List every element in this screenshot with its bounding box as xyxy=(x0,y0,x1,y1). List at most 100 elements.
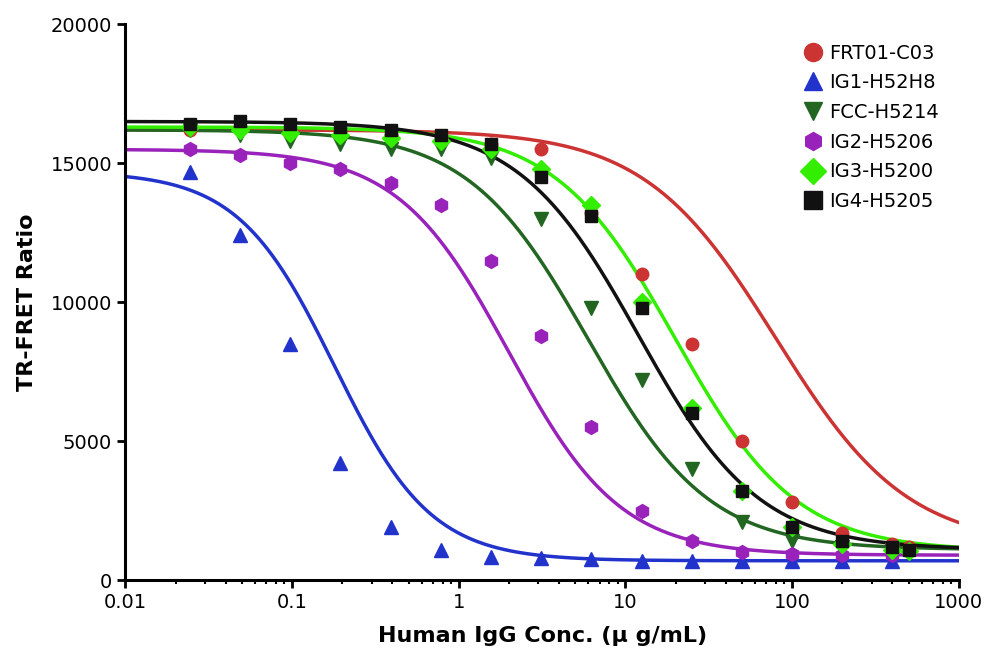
Line: IG2-H5206: IG2-H5206 xyxy=(183,143,899,562)
FRT01-C03 xyxy=(686,340,698,348)
FCC-H5214 xyxy=(836,543,848,551)
X-axis label: Human IgG Conc. (μ g/mL): Human IgG Conc. (μ g/mL) xyxy=(378,627,707,646)
FCC-H5214 xyxy=(385,145,397,153)
IG4-H5205 xyxy=(736,487,748,495)
FRT01-C03 xyxy=(585,210,597,217)
FRT01-C03 xyxy=(535,145,547,153)
IG2-H5206 xyxy=(385,178,397,186)
IG1-H52H8 xyxy=(836,557,848,565)
IG3-H5200 xyxy=(234,126,246,134)
IG1-H52H8 xyxy=(535,554,547,562)
IG4-H5205 xyxy=(886,543,898,551)
IG2-H5206 xyxy=(636,507,648,514)
IG4-H5205 xyxy=(334,123,346,131)
FRT01-C03 xyxy=(334,129,346,137)
IG4-H5205 xyxy=(284,120,296,128)
IG4-H5205 xyxy=(786,524,798,532)
Line: IG3-H5200: IG3-H5200 xyxy=(184,121,915,558)
FRT01-C03 xyxy=(903,543,915,551)
IG4-H5205 xyxy=(535,173,547,181)
FRT01-C03 xyxy=(234,123,246,131)
Line: IG4-H5205: IG4-H5205 xyxy=(184,115,915,556)
IG1-H52H8 xyxy=(736,557,748,565)
IG3-H5200 xyxy=(786,524,798,532)
IG2-H5206 xyxy=(334,165,346,173)
FRT01-C03 xyxy=(435,134,447,142)
FCC-H5214 xyxy=(585,304,597,312)
FRT01-C03 xyxy=(485,140,497,148)
IG3-H5200 xyxy=(636,298,648,306)
FCC-H5214 xyxy=(334,140,346,148)
IG2-H5206 xyxy=(886,551,898,559)
IG1-H52H8 xyxy=(786,557,798,565)
IG3-H5200 xyxy=(385,134,397,142)
FCC-H5214 xyxy=(636,376,648,384)
Line: FRT01-C03: FRT01-C03 xyxy=(184,121,915,553)
FCC-H5214 xyxy=(184,126,196,134)
IG4-H5205 xyxy=(903,546,915,554)
IG2-H5206 xyxy=(585,424,597,432)
IG1-H52H8 xyxy=(636,557,648,565)
IG3-H5200 xyxy=(836,540,848,548)
FRT01-C03 xyxy=(886,540,898,548)
IG2-H5206 xyxy=(284,159,296,167)
IG3-H5200 xyxy=(886,546,898,554)
IG1-H52H8 xyxy=(334,459,346,467)
IG4-H5205 xyxy=(385,126,397,134)
IG2-H5206 xyxy=(184,145,196,153)
FCC-H5214 xyxy=(435,145,447,153)
IG4-H5205 xyxy=(836,537,848,545)
FCC-H5214 xyxy=(485,154,497,162)
IG3-H5200 xyxy=(485,145,497,153)
FCC-H5214 xyxy=(234,131,246,139)
IG2-H5206 xyxy=(485,257,497,265)
IG3-H5200 xyxy=(585,201,597,209)
IG3-H5200 xyxy=(334,131,346,139)
IG1-H52H8 xyxy=(686,557,698,565)
IG3-H5200 xyxy=(284,129,296,137)
FCC-H5214 xyxy=(886,546,898,554)
IG4-H5205 xyxy=(585,212,597,220)
IG3-H5200 xyxy=(184,123,196,131)
IG4-H5205 xyxy=(234,117,246,125)
IG3-H5200 xyxy=(435,137,447,145)
FCC-H5214 xyxy=(736,518,748,526)
IG2-H5206 xyxy=(786,550,798,558)
IG2-H5206 xyxy=(535,332,547,339)
IG4-H5205 xyxy=(435,131,447,139)
IG4-H5205 xyxy=(686,410,698,418)
IG1-H52H8 xyxy=(485,553,497,561)
FCC-H5214 xyxy=(284,137,296,145)
IG2-H5206 xyxy=(435,201,447,209)
IG2-H5206 xyxy=(836,551,848,559)
IG3-H5200 xyxy=(686,404,698,412)
IG3-H5200 xyxy=(903,547,915,555)
Y-axis label: TR-FRET Ratio: TR-FRET Ratio xyxy=(17,213,37,391)
IG1-H52H8 xyxy=(435,546,447,554)
FRT01-C03 xyxy=(385,131,397,139)
Legend: FRT01-C03, IG1-H52H8, FCC-H5214, IG2-H5206, IG3-H5200, IG4-H5205: FRT01-C03, IG1-H52H8, FCC-H5214, IG2-H52… xyxy=(798,34,949,221)
FRT01-C03 xyxy=(284,129,296,137)
IG2-H5206 xyxy=(686,537,698,545)
FCC-H5214 xyxy=(535,215,547,223)
IG1-H52H8 xyxy=(886,557,898,565)
FCC-H5214 xyxy=(786,537,798,545)
IG1-H52H8 xyxy=(234,231,246,239)
FRT01-C03 xyxy=(636,271,648,278)
Line: IG1-H52H8: IG1-H52H8 xyxy=(183,164,899,568)
FRT01-C03 xyxy=(736,438,748,446)
IG4-H5205 xyxy=(636,304,648,312)
FRT01-C03 xyxy=(786,499,798,507)
IG2-H5206 xyxy=(736,548,748,556)
IG1-H52H8 xyxy=(585,556,597,564)
IG1-H52H8 xyxy=(184,168,196,176)
IG3-H5200 xyxy=(736,487,748,495)
FRT01-C03 xyxy=(836,529,848,537)
IG4-H5205 xyxy=(485,140,497,148)
IG2-H5206 xyxy=(234,151,246,159)
IG1-H52H8 xyxy=(385,524,397,532)
FCC-H5214 xyxy=(686,465,698,473)
IG3-H5200 xyxy=(535,165,547,173)
IG1-H52H8 xyxy=(284,340,296,348)
Line: FCC-H5214: FCC-H5214 xyxy=(183,123,899,557)
